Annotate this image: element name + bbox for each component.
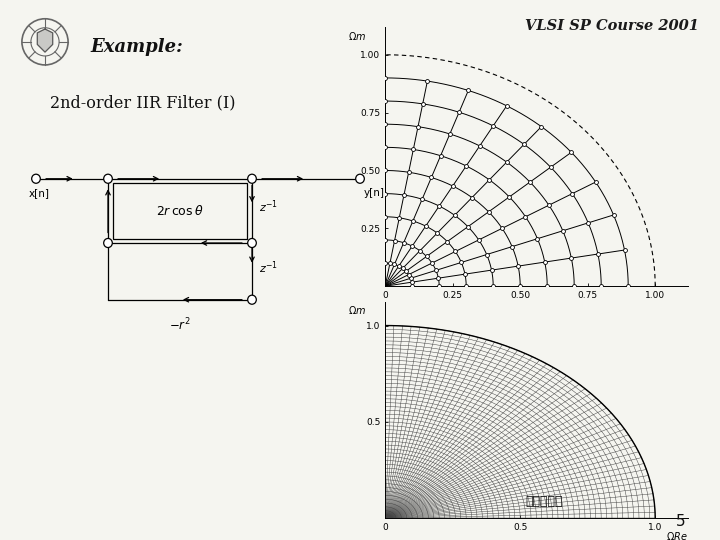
Text: $\Omega$Re: $\Omega$Re: [666, 530, 688, 540]
Text: $\Omega$m: $\Omega$m: [348, 304, 366, 316]
Polygon shape: [37, 29, 53, 52]
Text: $\Omega$m: $\Omega$m: [348, 30, 366, 42]
Circle shape: [248, 295, 256, 304]
Circle shape: [104, 174, 112, 183]
Text: y[n]: y[n]: [364, 188, 384, 198]
Text: $\Omega$Re: $\Omega$Re: [666, 300, 688, 312]
Text: $-r^2$: $-r^2$: [169, 316, 191, 333]
Text: $z^{-1}$: $z^{-1}$: [259, 199, 279, 215]
Text: Example:: Example:: [90, 38, 183, 56]
Text: $2r\,\cos\theta$: $2r\,\cos\theta$: [156, 204, 204, 218]
Text: 電機吴安宇: 電機吴安宇: [526, 495, 563, 508]
Text: VLSI SP Course 2001: VLSI SP Course 2001: [525, 19, 698, 33]
Text: $z^{-1}$: $z^{-1}$: [259, 259, 279, 276]
Circle shape: [32, 174, 40, 183]
Circle shape: [248, 239, 256, 247]
Circle shape: [248, 174, 256, 183]
Circle shape: [104, 239, 112, 247]
Text: x[n]: x[n]: [29, 188, 50, 198]
Bar: [114, 183, 246, 239]
Text: 5: 5: [675, 514, 685, 529]
Circle shape: [356, 174, 364, 183]
Text: 2nd-order IIR Filter (I): 2nd-order IIR Filter (I): [50, 94, 236, 111]
